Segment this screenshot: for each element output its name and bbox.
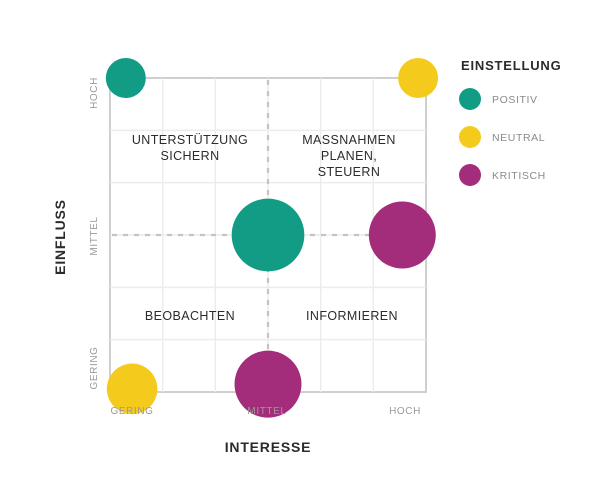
point-neutral [106, 363, 158, 415]
x-tick-label: GERING [110, 406, 153, 417]
x-tick-label: MITTEL [247, 406, 286, 417]
legend-swatch [459, 88, 481, 110]
y-tick-label: MITTEL [89, 216, 100, 255]
point-kritisch [368, 201, 436, 269]
y-tick-label: GERING [89, 346, 100, 389]
legend-swatch [459, 164, 481, 186]
quadrant-label-bottom-right: INFORMIEREN [306, 309, 398, 323]
quadrant-label-bottom-left: BEOBACHTEN [145, 309, 235, 323]
quadrant-label-top-left: UNTERSTÜTZUNG [132, 133, 248, 147]
legend: EINSTELLUNG POSITIV NEUTRAL KRITISCH [459, 58, 562, 186]
legend-label: KRITISCH [492, 170, 546, 182]
quadrant-label-top-right: PLANEN, [321, 149, 377, 163]
y-axis-label: EINFLUSS [52, 199, 68, 275]
x-axis-label: INTERESSE [225, 439, 312, 455]
data-points [105, 58, 439, 418]
point-positiv [105, 58, 146, 98]
quadrant-label-top-right: MASSNAHMEN [302, 133, 396, 147]
point-neutral [398, 58, 439, 98]
x-axis-ticks: GERING MITTEL HOCH [110, 406, 420, 417]
y-tick-label: HOCH [89, 77, 100, 109]
legend-label: POSITIV [492, 94, 538, 106]
legend-title: EINSTELLUNG [461, 58, 562, 73]
x-tick-label: HOCH [389, 406, 421, 417]
quadrant-labels: UNTERSTÜTZUNG SICHERN MASSNAHMEN PLANEN, STE… [132, 133, 398, 323]
quadrant-label-top-left: SICHERN [160, 149, 219, 163]
point-positiv [231, 198, 305, 272]
point-kritisch [234, 350, 302, 418]
y-axis-ticks: GERING MITTEL HOCH [89, 77, 100, 389]
quadrant-label-top-right: STEUERN [318, 165, 381, 179]
legend-label: NEUTRAL [492, 132, 545, 144]
legend-swatch [459, 126, 481, 148]
